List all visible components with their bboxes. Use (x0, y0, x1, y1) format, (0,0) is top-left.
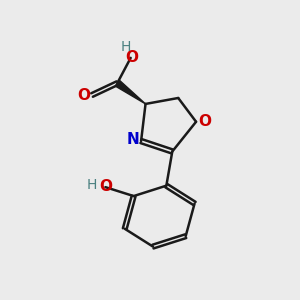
Text: O: O (198, 114, 211, 129)
Text: N: N (126, 132, 139, 147)
Text: H: H (87, 178, 97, 192)
Text: O: O (126, 50, 139, 65)
Polygon shape (115, 80, 146, 104)
Text: O: O (77, 88, 90, 103)
Text: H: H (120, 40, 130, 54)
Text: O: O (99, 179, 112, 194)
